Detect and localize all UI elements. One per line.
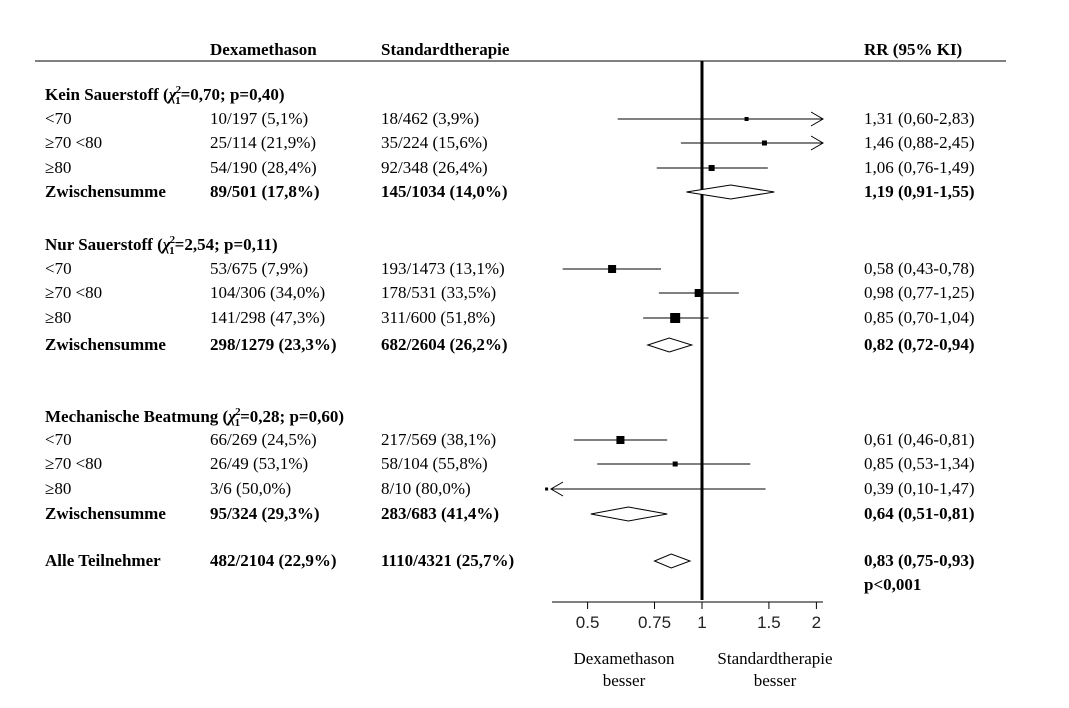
group-2-row-3-standardtherapie: 311/600 (51,8%) [381, 308, 496, 327]
x-tick-label-4: 1.5 [757, 613, 781, 632]
group-1-subtotal-diamond [686, 184, 775, 200]
group-3-row-2-rr-text: 0,85 (0,53-1,34) [864, 454, 974, 473]
group-3-row-1-point [616, 436, 625, 444]
group-2-subtotal-label: Zwischensumme [45, 335, 166, 354]
group-1-row-3-dexamethason: 54/190 (28,4%) [210, 158, 317, 177]
group-1-subtotal-rr-text: 1,19 (0,91-1,55) [864, 182, 974, 201]
overall-dexamethason: 482/2104 (22,9%) [210, 551, 337, 570]
group-3-subtotal-rr-text: 0,64 (0,51-0,81) [864, 504, 974, 523]
overall-diamond [653, 553, 692, 569]
group-2-row-3-dexamethason: 141/298 (47,3%) [210, 308, 325, 327]
group-2-subtotal-rr-text: 0,82 (0,72-0,94) [864, 335, 974, 354]
group-2-title: Nur Sauerstoff (χ2 1=2,54; p=0,11) [45, 234, 278, 257]
group-3-row-3-label: ≥80 [45, 479, 71, 498]
group-3-subtotal-label: Zwischensumme [45, 504, 166, 523]
group-2-row-1-rr-text: 0,58 (0,43-0,78) [864, 259, 974, 278]
x-tick-label-1: 0.5 [576, 613, 600, 632]
group-1-row-1-point [744, 117, 749, 121]
direction-right-line2: besser [754, 671, 797, 690]
group-1-row-1-standardtherapie: 18/462 (3,9%) [381, 109, 479, 128]
group-3-title: Mechanische Beatmung (χ2 1=0,28; p=0,60) [45, 406, 344, 429]
group-1-row-1-rr-text: 1,31 (0,60-2,83) [864, 109, 974, 128]
group-1-row-3-standardtherapie: 92/348 (26,4%) [381, 158, 488, 177]
header-standardtherapie: Standardtherapie [381, 40, 510, 59]
header-rr-ci: RR (95% KI) [864, 40, 962, 59]
group-2-row-2-rr-text: 0,98 (0,77-1,25) [864, 283, 974, 302]
x-tick-label-2: 0.75 [638, 613, 671, 632]
group-1-row-3-rr-text: 1,06 (0,76-1,49) [864, 158, 974, 177]
group-2-subtotal-standardtherapie: 682/2604 (26,2%) [381, 335, 508, 354]
group-3-row-3-standardtherapie: 8/10 (80,0%) [381, 479, 471, 498]
x-tick-label-5: 2 [812, 613, 821, 632]
overall-standardtherapie: 1110/4321 (25,7%) [381, 551, 514, 570]
group-1-title: Kein Sauerstoff (χ2 1=0,70; p=0,40) [45, 84, 285, 107]
group-1-row-3-label: ≥80 [45, 158, 71, 177]
group-3-row-3-dexamethason: 3/6 (50,0%) [210, 479, 291, 498]
x-tick-label-3: 1 [697, 613, 706, 632]
group-3-subtotal-standardtherapie: 283/683 (41,4%) [381, 504, 499, 523]
group-1-row-2-standardtherapie: 35/224 (15,6%) [381, 133, 488, 152]
group-2-row-1-standardtherapie: 193/1473 (13,1%) [381, 259, 505, 278]
group-1-row-2-rr-text: 1,46 (0,88-2,45) [864, 133, 974, 152]
group-3-row-1-standardtherapie: 217/569 (38,1%) [381, 430, 496, 449]
group-2-row-2-label: ≥70 <80 [45, 283, 102, 302]
group-2-row-1-dexamethason: 53/675 (7,9%) [210, 259, 308, 278]
group-1-row-1-dexamethason: 10/197 (5,1%) [210, 109, 308, 128]
group-2-row-3-rr-text: 0,85 (0,70-1,04) [864, 308, 974, 327]
group-3-row-1-dexamethason: 66/269 (24,5%) [210, 430, 317, 449]
group-1-row-2-label: ≥70 <80 [45, 133, 102, 152]
direction-left-line1: Dexamethason [573, 649, 675, 668]
group-1-row-2-dexamethason: 25/114 (21,9%) [210, 133, 316, 152]
group-3-row-2-standardtherapie: 58/104 (55,8%) [381, 454, 488, 473]
group-3-row-2-point [672, 461, 678, 467]
group-1-subtotal-label: Zwischensumme [45, 182, 166, 201]
group-1-subtotal-dexamethason: 89/501 (17,8%) [210, 182, 320, 201]
group-3-row-1-label: <70 [45, 430, 72, 449]
group-3-row-3-arrow-left [550, 481, 564, 497]
group-3-row-2-dexamethason: 26/49 (53,1%) [210, 454, 308, 473]
group-2-row-2-standardtherapie: 178/531 (33,5%) [381, 283, 496, 302]
overall-label: Alle Teilnehmer [45, 551, 161, 570]
group-2-subtotal-dexamethason: 298/1279 (23,3%) [210, 335, 337, 354]
group-3-row-3-rr-text: 0,39 (0,10-1,47) [864, 479, 974, 498]
group-3-subtotal-dexamethason: 95/324 (29,3%) [210, 504, 320, 523]
header-dexamethason: Dexamethason [210, 40, 317, 59]
group-3-subtotal-diamond [590, 506, 668, 522]
group-1-subtotal-standardtherapie: 145/1034 (14,0%) [381, 182, 508, 201]
group-1-row-1-label: <70 [45, 109, 72, 128]
group-3-row-2-label: ≥70 <80 [45, 454, 102, 473]
group-2-row-1-label: <70 [45, 259, 72, 278]
group-3-row-1-rr-text: 0,61 (0,46-0,81) [864, 430, 974, 449]
group-2-row-2-point [694, 289, 703, 297]
group-2-subtotal-diamond [646, 337, 694, 353]
direction-left-line2: besser [603, 671, 646, 690]
overall-rr-text: 0,83 (0,75-0,93) [864, 551, 974, 570]
group-1-row-2-point [761, 140, 767, 146]
group-2-row-2-dexamethason: 104/306 (34,0%) [210, 283, 325, 302]
overall-p-value: p<0,001 [864, 575, 921, 594]
direction-right-line1: Standardtherapie [717, 649, 832, 668]
group-1-row-3-point [708, 165, 715, 171]
group-3-row-3-point [545, 487, 549, 491]
group-2-row-3-label: ≥80 [45, 308, 71, 327]
group-2-row-3-point [670, 313, 681, 323]
group-1-row-1-arrow-right [810, 111, 824, 127]
group-2-row-1-point [608, 265, 617, 273]
group-1-row-2-arrow-right [810, 135, 824, 151]
